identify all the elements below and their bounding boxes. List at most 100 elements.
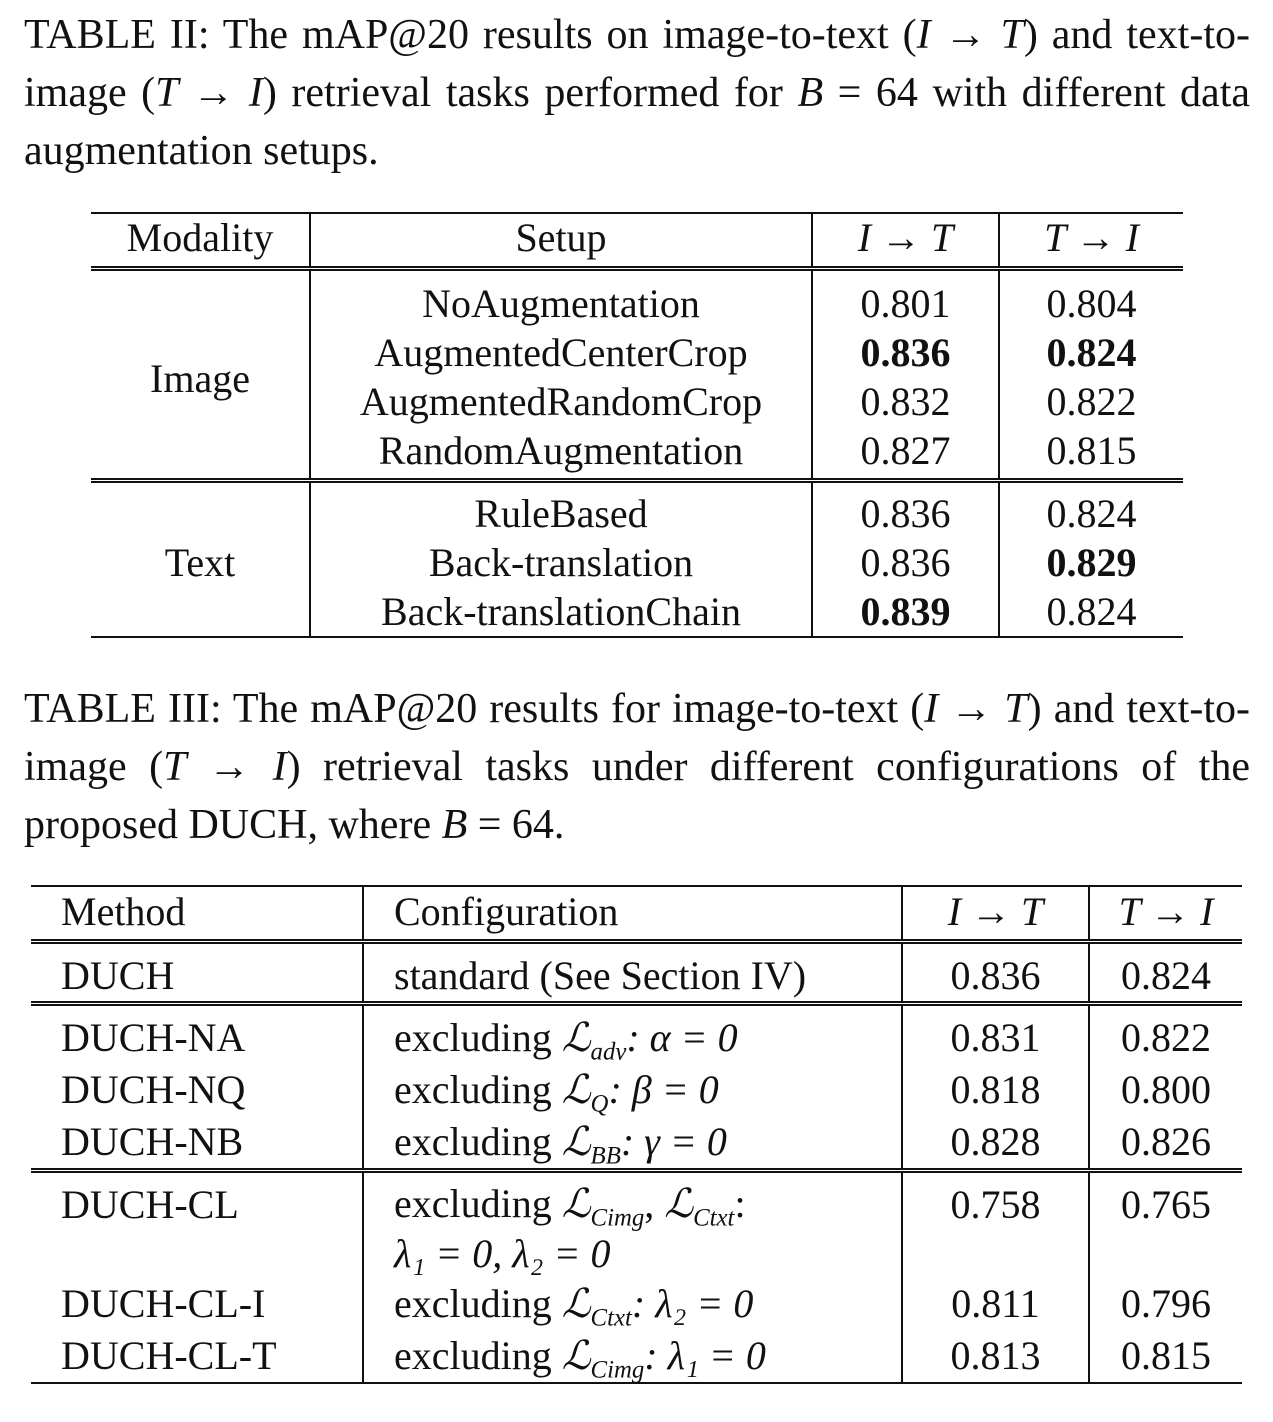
config-text: : γ = 0 xyxy=(620,1119,727,1164)
table-row: DUCH-CL excluding ℒCimg, ℒCtxt: λ₁ = 0, λ… xyxy=(31,1168,1242,1278)
loss-symbol: ℒ xyxy=(561,1281,591,1327)
value-cell: 0.813 xyxy=(902,1330,1090,1384)
header-t-to-i: T → I xyxy=(999,212,1183,269)
value-cell: 0.839 xyxy=(812,587,1000,638)
config-text: excluding xyxy=(394,1119,562,1164)
config-text: excluding xyxy=(394,1067,562,1112)
table-row: DUCH standard (See Section IV) 0.836 0.8… xyxy=(31,939,1242,1004)
loss-symbol: ℒ xyxy=(561,1333,591,1379)
table-row: Text RuleBased 0.836 0.824 xyxy=(91,478,1183,638)
value-cell: 0.826 xyxy=(1121,1119,1211,1164)
value-cell: 0.758 xyxy=(902,1168,1090,1278)
table3: Method Configuration I → T T → I DUCH st… xyxy=(31,885,1242,1384)
value-cell: 0.832 xyxy=(812,377,1000,426)
loss-subscript: Cimg xyxy=(590,1204,645,1232)
value-cell: 0.815 xyxy=(1089,1330,1242,1384)
value-cell: 0.836 xyxy=(812,538,1000,587)
setup-cell: RandomAugmentation xyxy=(310,426,813,481)
caption-text: ) retrieval tasks performed for xyxy=(262,70,798,116)
config-cell: excluding ℒQ: β = 0 xyxy=(363,1064,903,1118)
setup-cell: Back-translation xyxy=(310,538,813,587)
value-cell: 0.804 xyxy=(999,266,1183,328)
caption-text: = 64. xyxy=(467,802,565,848)
value-cell: 0.831 xyxy=(902,1001,1090,1064)
loss-symbol: ℒ xyxy=(561,1119,591,1165)
caption-text: The mAP@20 results for image-to-text ( xyxy=(221,686,925,732)
setup-cell: NoAugmentation xyxy=(310,266,813,328)
caption-math: B xyxy=(797,70,824,116)
header-i-to-t: I → T xyxy=(812,212,1000,269)
config-text: : α = 0 xyxy=(626,1015,738,1060)
caption-text: ) and text-to-image ( xyxy=(24,686,1250,790)
table-row: AugmentedCenterCrop 0.836 0.824 xyxy=(91,328,1183,377)
config-text: excluding xyxy=(394,1281,562,1326)
loss-symbol: ℒ xyxy=(561,1067,591,1113)
loss-subscript: adv xyxy=(590,1038,627,1066)
config-cell: standard (See Section IV) xyxy=(363,939,903,1004)
value-cell: 0.824 xyxy=(999,478,1183,538)
header-i-to-t: I → T xyxy=(902,885,1090,942)
table-row: DUCH-NQ excluding ℒQ: β = 0 0.818 0.800 xyxy=(31,1064,1242,1118)
value-cell: 0.828 xyxy=(902,1116,1090,1171)
header-modality: Modality xyxy=(91,212,311,269)
setup-cell: AugmentedRandomCrop xyxy=(310,377,813,426)
modality-cell: Image xyxy=(91,266,311,481)
loss-subscript: BB xyxy=(590,1142,621,1170)
config-text: λ₁ = 0, λ₂ = 0 xyxy=(394,1231,611,1276)
loss-subscript: Cimg xyxy=(590,1356,645,1384)
value-cell: 0.815 xyxy=(1046,428,1137,473)
method-cell: DUCH-NB xyxy=(31,1116,364,1171)
table3-caption-label: TABLE III: xyxy=(24,686,222,732)
value-cell: 0.765 xyxy=(1089,1168,1242,1278)
config-text: : xyxy=(734,1181,746,1226)
config-cell: excluding ℒadv: α = 0 xyxy=(363,1001,903,1066)
header-method: Method xyxy=(31,885,364,942)
value-cell: 0.800 xyxy=(1121,1067,1211,1112)
table-row: DUCH-NB excluding ℒBB: γ = 0 0.828 0.826 xyxy=(31,1116,1242,1171)
config-cell: excluding ℒCtxt: λ₂ = 0 xyxy=(363,1278,903,1332)
caption-math: T → I xyxy=(163,744,287,790)
table-row: Image NoAugmentation 0.801 0.804 xyxy=(91,266,1183,481)
loss-subscript: Ctxt xyxy=(590,1304,632,1332)
config-text: : λ₂ = 0 xyxy=(631,1281,754,1326)
setup-cell: AugmentedCenterCrop xyxy=(310,328,813,377)
config-cell: excluding ℒBB: γ = 0 xyxy=(363,1116,903,1171)
config-text: excluding xyxy=(394,1333,562,1378)
value-cell: 0.822 xyxy=(1089,1001,1242,1064)
loss-subscript: Q xyxy=(590,1090,609,1118)
config-text: excluding xyxy=(394,1015,562,1060)
table-row: DUCH-CL-T excluding ℒCimg: λ₁ = 0 0.813 … xyxy=(31,1330,1242,1384)
table2: Modality Setup I → T T → I Image NoAugme… xyxy=(91,212,1183,638)
method-cell: DUCH-CL-I xyxy=(31,1278,364,1330)
method-cell: DUCH-CL xyxy=(31,1168,364,1278)
method-cell: DUCH-NA xyxy=(31,1001,364,1064)
loss-symbol: ℒ xyxy=(561,1181,591,1227)
config-text: , xyxy=(644,1181,665,1226)
table3-caption: TABLE III: The mAP@20 results for image-… xyxy=(24,680,1250,854)
caption-math: I → T xyxy=(924,686,1028,732)
caption-math: T → I xyxy=(155,70,263,116)
setup-cell: Back-translationChain xyxy=(310,587,813,638)
value-cell: 0.818 xyxy=(902,1064,1090,1116)
table-row: RandomAugmentation 0.827 0.815 xyxy=(91,426,1183,481)
modality-cell: Text xyxy=(91,478,311,638)
loss-symbol: ℒ xyxy=(664,1181,694,1227)
value-cell: 0.796 xyxy=(1121,1281,1211,1326)
value-cell: 0.811 xyxy=(902,1278,1090,1330)
header-setup: Setup xyxy=(310,212,813,269)
value-cell: 0.801 xyxy=(812,266,1000,328)
caption-text: = 64 with different data augmentation se… xyxy=(24,70,1250,174)
method-cell: DUCH xyxy=(31,939,364,1004)
value-cell: 0.824 xyxy=(999,587,1183,638)
method-cell: DUCH-CL-T xyxy=(31,1330,364,1384)
caption-text: ) and text-to-image ( xyxy=(24,12,1250,116)
value-cell: 0.836 xyxy=(812,328,1000,377)
caption-math: I → T xyxy=(916,12,1024,58)
caption-text: ) retrieval tasks under different config… xyxy=(24,744,1250,848)
value-cell: 0.836 xyxy=(902,939,1090,1004)
config-text: : β = 0 xyxy=(608,1067,719,1112)
value-cell: 0.836 xyxy=(812,478,1000,538)
value-cell: 0.827 xyxy=(812,426,1000,481)
config-cell: excluding ℒCimg, ℒCtxt: λ₁ = 0, λ₂ = 0 xyxy=(363,1168,903,1278)
caption-text: The mAP@20 results on image-to-text ( xyxy=(209,12,917,58)
